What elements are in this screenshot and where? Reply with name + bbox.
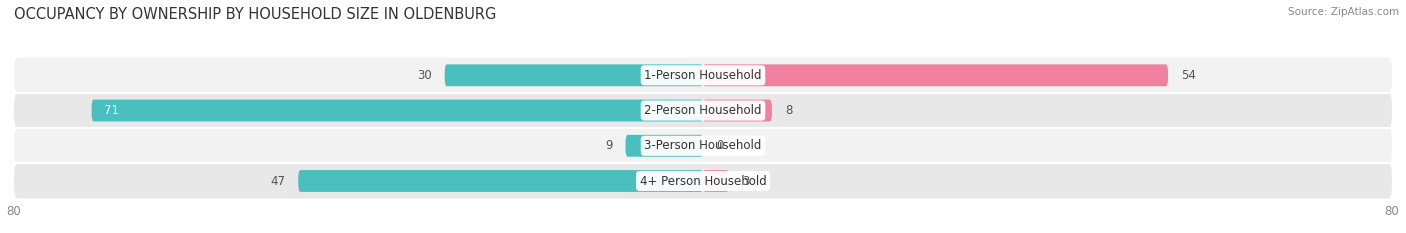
Text: 30: 30 <box>418 69 432 82</box>
FancyBboxPatch shape <box>14 58 1392 93</box>
Text: 2-Person Household: 2-Person Household <box>644 104 762 117</box>
Text: 9: 9 <box>605 139 613 152</box>
FancyBboxPatch shape <box>703 64 1168 86</box>
Text: OCCUPANCY BY OWNERSHIP BY HOUSEHOLD SIZE IN OLDENBURG: OCCUPANCY BY OWNERSHIP BY HOUSEHOLD SIZE… <box>14 7 496 22</box>
FancyBboxPatch shape <box>298 170 703 192</box>
Text: 1-Person Household: 1-Person Household <box>644 69 762 82</box>
Text: 71: 71 <box>104 104 120 117</box>
Text: Source: ZipAtlas.com: Source: ZipAtlas.com <box>1288 7 1399 17</box>
FancyBboxPatch shape <box>14 128 1392 163</box>
FancyBboxPatch shape <box>14 93 1392 128</box>
Text: 4+ Person Household: 4+ Person Household <box>640 175 766 188</box>
Text: 8: 8 <box>785 104 792 117</box>
FancyBboxPatch shape <box>703 100 772 121</box>
Legend: Owner-occupied, Renter-occupied: Owner-occupied, Renter-occupied <box>579 232 827 233</box>
Text: 47: 47 <box>270 175 285 188</box>
FancyBboxPatch shape <box>703 170 728 192</box>
Text: 3: 3 <box>742 175 749 188</box>
FancyBboxPatch shape <box>626 135 703 157</box>
Text: 54: 54 <box>1181 69 1197 82</box>
Text: 0: 0 <box>716 139 723 152</box>
FancyBboxPatch shape <box>444 64 703 86</box>
FancyBboxPatch shape <box>14 163 1392 199</box>
FancyBboxPatch shape <box>91 100 703 121</box>
Text: 3-Person Household: 3-Person Household <box>644 139 762 152</box>
